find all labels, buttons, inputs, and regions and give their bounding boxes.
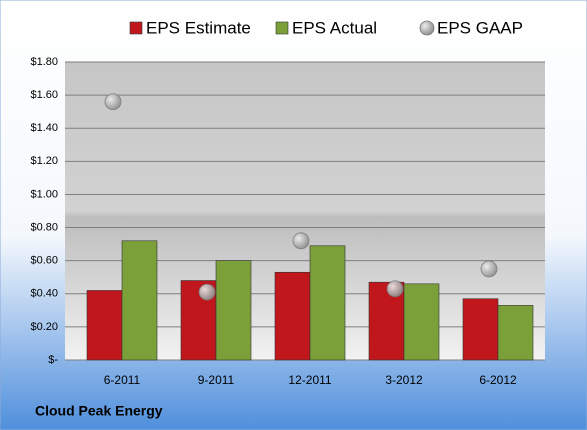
bar	[462, 298, 499, 361]
y-tick-label: $0.60	[30, 255, 58, 267]
bar	[86, 290, 123, 361]
y-tick-label: $0.20	[30, 321, 58, 333]
gaap-marker	[480, 260, 498, 278]
bar	[274, 271, 311, 361]
y-tick-label: $1.20	[30, 155, 58, 167]
x-tick-label: 6-2012	[479, 373, 517, 387]
bar	[121, 240, 158, 361]
y-tick-label: $1.60	[30, 89, 58, 101]
x-tick-label: 3-2012	[385, 373, 423, 387]
bar	[215, 260, 252, 361]
y-tick-label: $0.80	[30, 221, 58, 233]
legend-label: EPS GAAP	[437, 18, 523, 37]
legend-swatch	[129, 21, 143, 35]
y-tick-label: $1.00	[30, 188, 58, 200]
legend-marker	[419, 20, 435, 36]
gaap-marker	[386, 280, 404, 298]
y-tick-label: $-	[48, 354, 58, 366]
bar	[403, 283, 440, 361]
legend-label: EPS Actual	[292, 18, 377, 37]
legend-swatch	[275, 21, 289, 35]
footer: Cloud Peak Energy	[35, 403, 163, 419]
bar	[309, 245, 346, 361]
y-tick-label: $1.80	[30, 56, 58, 68]
gaap-marker	[104, 93, 122, 111]
y-tick-label: $0.40	[30, 288, 58, 300]
bar	[497, 305, 534, 361]
gaap-marker	[198, 283, 216, 301]
gaap-marker	[292, 232, 310, 250]
legend-label: EPS Estimate	[146, 18, 251, 37]
x-tick-label: 9-2011	[198, 373, 235, 387]
x-tick-label: 6-2011	[104, 373, 141, 387]
y-tick-label: $1.40	[30, 122, 58, 134]
x-tick-label: 12-2011	[288, 373, 331, 387]
